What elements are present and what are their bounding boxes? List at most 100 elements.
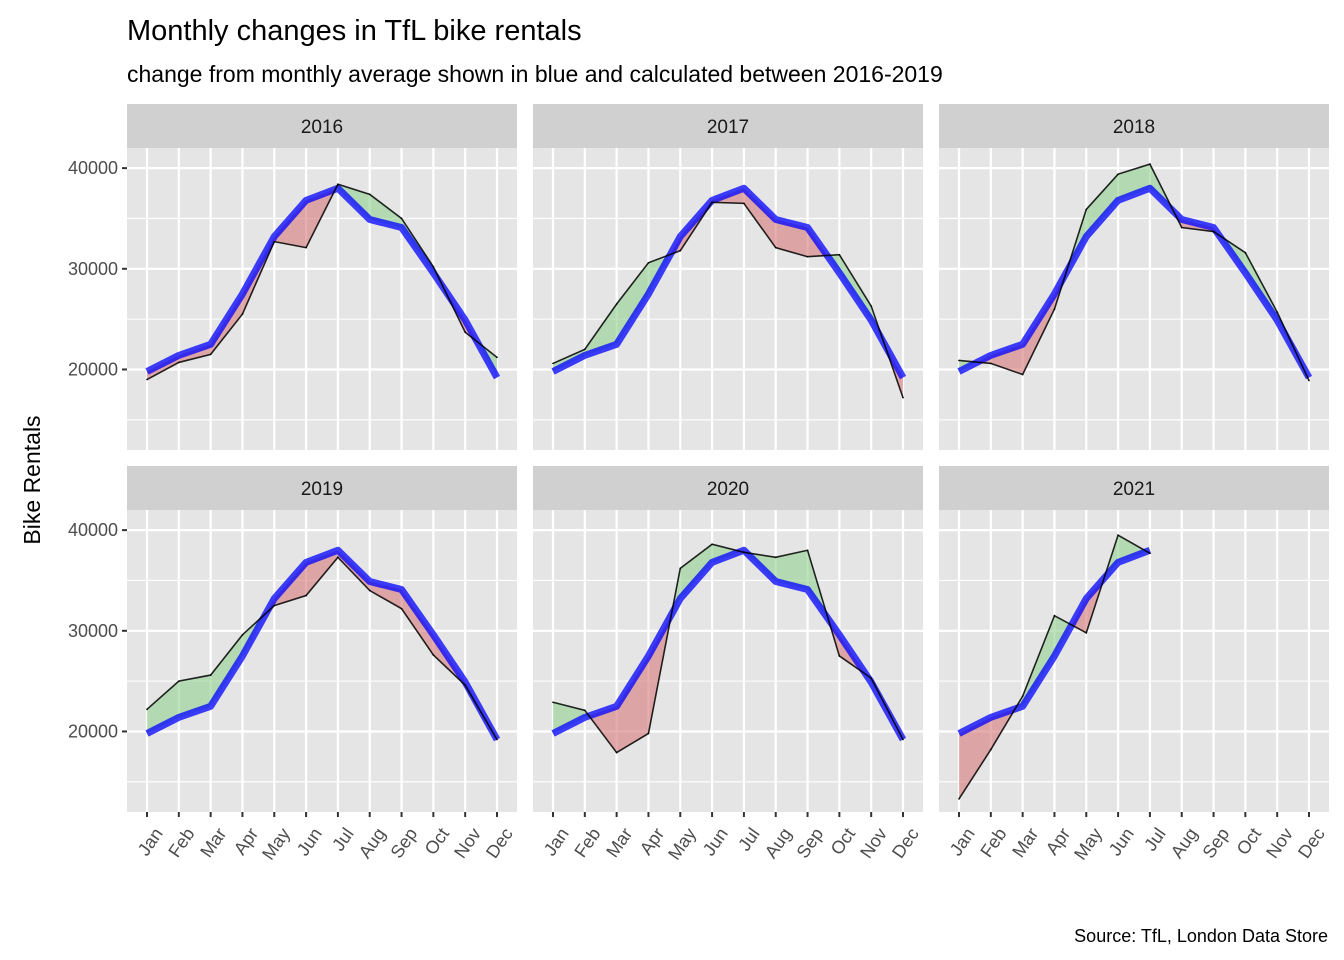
monthly-average-line bbox=[145, 184, 501, 380]
data-point-Dec bbox=[902, 396, 904, 399]
x-tick-label: Jun bbox=[699, 824, 732, 859]
data-point-Oct bbox=[1244, 251, 1247, 254]
data-point-Jul bbox=[743, 551, 745, 554]
data-point-Jul bbox=[1149, 163, 1151, 165]
facet-strip-label: 2018 bbox=[1113, 117, 1155, 138]
data-point-Feb bbox=[990, 362, 992, 365]
x-tick-label: Nov bbox=[856, 824, 891, 862]
data-point-Apr bbox=[647, 261, 650, 264]
data-point-Sep bbox=[806, 549, 809, 552]
data-point-Aug bbox=[368, 589, 371, 592]
data-point-Mar bbox=[209, 353, 212, 356]
data-point-Aug bbox=[1180, 226, 1183, 229]
data-point-Sep bbox=[400, 607, 403, 610]
data-point-Feb bbox=[584, 709, 586, 712]
x-tick-label: Jan bbox=[134, 824, 167, 859]
x-tick-label: Dec bbox=[1294, 824, 1329, 862]
data-point-Dec bbox=[496, 356, 498, 359]
actual-rentals-line bbox=[552, 543, 904, 754]
facet-panels: 2016 20000 30000 40000 2017 2018 2019 20000 3000… bbox=[68, 104, 1329, 863]
x-tick-label: Aug bbox=[1167, 824, 1202, 862]
y-tick-label: 20000 bbox=[68, 721, 118, 741]
x-tick-label: Feb bbox=[976, 824, 1010, 861]
facet-strip-label: 2021 bbox=[1113, 479, 1155, 500]
y-tick-label: 30000 bbox=[68, 621, 118, 641]
monthly-average-line bbox=[145, 546, 501, 742]
data-point-Jun bbox=[305, 594, 307, 597]
x-tick-label: Nov bbox=[450, 824, 485, 862]
data-point-Mar bbox=[1021, 695, 1024, 698]
data-point-Oct bbox=[432, 654, 435, 656]
data-point-Apr bbox=[1053, 614, 1056, 617]
y-tick-label: 40000 bbox=[68, 520, 118, 540]
data-point-Feb bbox=[178, 361, 180, 364]
facet-strip bbox=[127, 104, 517, 148]
data-point-Mar bbox=[209, 674, 212, 676]
above-average-area bbox=[553, 254, 671, 372]
data-point-Nov bbox=[870, 677, 872, 679]
data-point-Dec bbox=[1308, 379, 1310, 382]
data-point-May bbox=[1085, 208, 1088, 211]
data-point-May bbox=[679, 249, 682, 252]
data-point-Mar bbox=[1021, 373, 1024, 376]
x-tick-label: Sep bbox=[793, 824, 828, 862]
facet-strip-label: 2017 bbox=[707, 117, 749, 138]
x-tick-label: Sep bbox=[1199, 824, 1234, 862]
y-tick-label: 30000 bbox=[68, 259, 118, 279]
x-tick-label: Oct bbox=[1233, 824, 1265, 858]
data-point-Nov bbox=[870, 305, 872, 307]
facet-strip bbox=[533, 104, 923, 148]
facet-strip bbox=[127, 466, 517, 510]
data-point-Dec bbox=[496, 738, 498, 741]
facet-panel-2017: 2017 bbox=[533, 104, 923, 450]
x-tick-label: Apr bbox=[230, 824, 262, 858]
x-tick-label: Aug bbox=[761, 824, 796, 862]
data-point-Apr bbox=[647, 732, 650, 735]
data-point-Feb bbox=[990, 748, 992, 751]
facet-strip-label: 2019 bbox=[301, 479, 343, 500]
x-tick-label: Oct bbox=[421, 824, 453, 858]
data-point-Oct bbox=[432, 265, 435, 268]
data-point-Nov bbox=[1276, 311, 1278, 313]
data-point-Mar bbox=[615, 303, 618, 305]
data-point-Oct bbox=[838, 655, 841, 657]
x-tick-label: Apr bbox=[1042, 824, 1074, 858]
facet-strip-label: 2016 bbox=[301, 117, 343, 138]
x-tick-label: Jun bbox=[293, 824, 326, 859]
facet-strip-label: 2020 bbox=[707, 479, 749, 500]
data-point-May bbox=[679, 567, 682, 570]
data-point-Jan bbox=[146, 708, 148, 711]
facet-panel-2018: 2018 bbox=[939, 104, 1329, 450]
x-tick-label: Apr bbox=[636, 824, 668, 858]
x-tick-label: Mar bbox=[1008, 824, 1042, 861]
data-point-Aug bbox=[774, 246, 777, 249]
monthly-average-line bbox=[957, 184, 1313, 380]
actual-rentals-line bbox=[146, 556, 498, 740]
x-tick-label: Jul bbox=[328, 824, 358, 854]
data-point-Mar bbox=[615, 751, 618, 754]
facet-strip bbox=[533, 466, 923, 510]
y-axis-title: Bike Rentals bbox=[19, 415, 45, 544]
data-point-Feb bbox=[584, 348, 586, 351]
data-point-Jan bbox=[958, 359, 960, 362]
monthly-average-line bbox=[551, 184, 907, 380]
data-point-Nov bbox=[464, 331, 466, 334]
above-average-area bbox=[1065, 164, 1174, 274]
x-tick-label: Sep bbox=[387, 824, 422, 862]
data-point-Dec bbox=[902, 738, 904, 741]
data-point-Aug bbox=[368, 193, 371, 196]
chart-subtitle: change from monthly average shown in blu… bbox=[127, 61, 943, 87]
chart-caption: Source: TfL, London Data Store bbox=[1074, 926, 1328, 946]
x-tick-label: May bbox=[664, 824, 700, 863]
data-point-Jul bbox=[337, 556, 339, 559]
below-average-area bbox=[977, 273, 1066, 375]
facet-strip bbox=[939, 466, 1329, 510]
data-point-Jun bbox=[711, 201, 713, 204]
actual-rentals-line bbox=[552, 201, 904, 398]
data-point-Apr bbox=[1053, 308, 1056, 310]
data-point-Jul bbox=[337, 183, 339, 186]
x-tick-label: Nov bbox=[1262, 824, 1297, 862]
